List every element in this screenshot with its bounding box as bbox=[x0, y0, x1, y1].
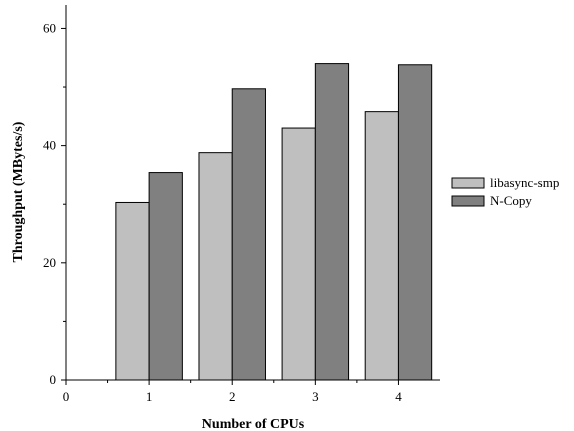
bar-libasync-smp-cpu-3 bbox=[281, 127, 316, 381]
y-tick-label: 60 bbox=[43, 20, 56, 35]
bar-n-copy-cpu-3 bbox=[314, 63, 350, 381]
legend-label: libasync-smp bbox=[490, 175, 559, 190]
y-ticks-group: 0 20 40 60 bbox=[43, 20, 66, 387]
y-tick-label: 20 bbox=[43, 255, 56, 270]
legend-swatch bbox=[451, 195, 485, 207]
legend-label: N-Copy bbox=[490, 193, 532, 208]
x-tick-label: 1 bbox=[146, 389, 153, 404]
legend-swatch bbox=[451, 177, 485, 189]
x-tick-label: 0 bbox=[63, 389, 70, 404]
x-ticks-group: 0 1 2 3 4 bbox=[63, 380, 402, 404]
legend: libasync-smp N-Copy bbox=[451, 175, 559, 208]
x-axis-title: Number of CPUs bbox=[202, 417, 305, 431]
y-tick-label: 40 bbox=[43, 138, 56, 153]
bar-n-copy-cpu-1 bbox=[148, 172, 183, 381]
bar-libasync-smp-cpu-2 bbox=[198, 152, 233, 381]
y-tick-label: 0 bbox=[50, 372, 57, 387]
bar-n-copy-cpu-4 bbox=[397, 64, 433, 381]
bar-n-copy-cpu-2 bbox=[231, 88, 266, 381]
bar-libasync-smp-cpu-4 bbox=[364, 111, 399, 381]
y-axis-title: Throughput (MBytes/s) bbox=[11, 121, 26, 262]
x-tick-label: 3 bbox=[312, 389, 319, 404]
x-tick-label: 4 bbox=[395, 389, 402, 404]
bar-libasync-smp-cpu-1 bbox=[115, 201, 150, 381]
x-tick-label: 2 bbox=[229, 389, 236, 404]
bars-group bbox=[115, 63, 433, 381]
